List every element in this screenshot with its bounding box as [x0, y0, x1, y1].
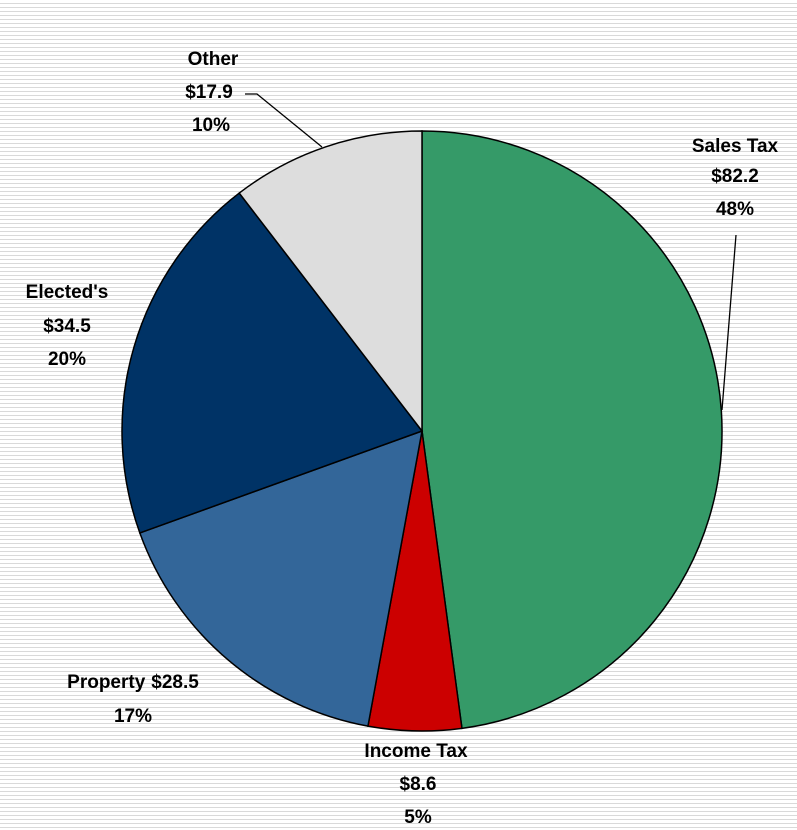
property-percent-label: 17%	[114, 706, 152, 727]
property-name: Property	[67, 672, 146, 693]
other-percent-label: 10%	[192, 115, 230, 136]
sales-tax-leader-line	[721, 234, 737, 411]
data-labels: Sales Tax $82.2 48% Other $17.9 10% Elec…	[26, 49, 779, 828]
income-tax-value-label: $8.6	[400, 774, 437, 795]
property-value: $28.5	[151, 672, 199, 693]
other-value-label: $17.9	[185, 82, 233, 103]
other-name-label: Other	[188, 49, 239, 70]
electeds-percent-label: 20%	[48, 349, 86, 370]
other-leader-line	[245, 93, 323, 148]
income-tax-name-label: Income Tax	[364, 741, 468, 762]
property-label: Property $28.5	[67, 672, 199, 693]
leader-lines	[245, 93, 737, 411]
pie-slice-elected-s	[121, 192, 424, 534]
electeds-name-label: Elected's	[26, 282, 109, 303]
sales-tax-value-label: $82.2	[711, 166, 759, 187]
pie-slices	[121, 130, 723, 732]
sales-tax-percent-label: 48%	[716, 199, 754, 220]
pie-slice-other	[238, 130, 423, 434]
electeds-value-label: $34.5	[43, 316, 91, 337]
income-tax-percent-label: 5%	[404, 807, 432, 828]
pie-slice-sales-tax	[421, 130, 723, 730]
sales-tax-name-label: Sales Tax	[692, 136, 779, 157]
pie-slice-property	[138, 429, 423, 727]
